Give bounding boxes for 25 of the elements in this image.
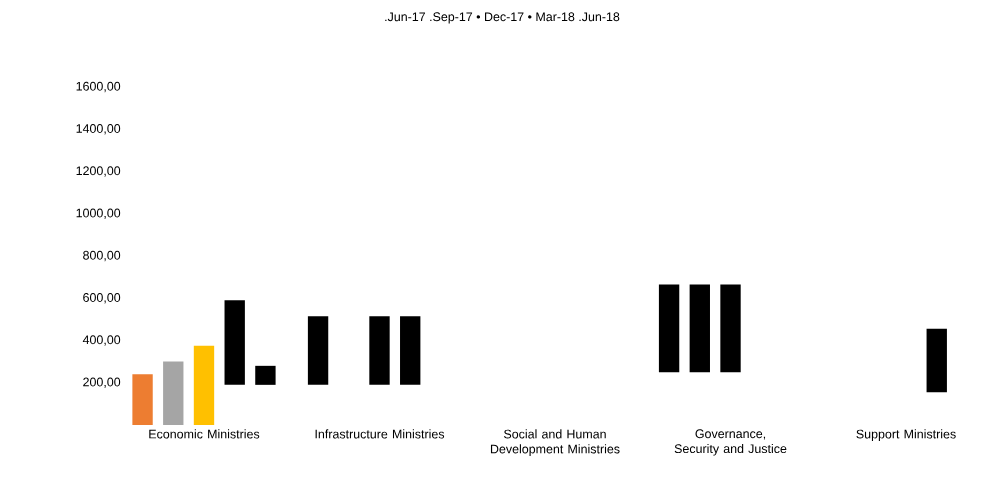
bar [163, 361, 184, 425]
chart-title: .Jun-17 .Sep-17 • Dec-17 • Mar-18 .Jun-18 [385, 12, 620, 24]
y-tick-label: 200,00 [83, 377, 121, 388]
y-tick-label: 600,00 [83, 293, 121, 304]
x-tick-label: Infrastructure Ministries [315, 429, 445, 439]
bar [658, 284, 680, 373]
y-tick-label: 1400,00 [76, 124, 121, 135]
bar [720, 284, 741, 373]
x-tick-label: Support Ministries [856, 429, 956, 441]
bar [307, 316, 329, 385]
bar [400, 316, 421, 385]
x-tick-label: Social and Human Development Ministries [490, 429, 620, 456]
y-tick-label: 1600,00 [76, 81, 121, 93]
y-tick-label: 400,00 [82, 335, 121, 346]
bar [369, 316, 390, 385]
y-tick-label: 800,00 [83, 250, 121, 262]
y-tick-label: 1000,00 [76, 208, 121, 219]
x-tick-label: Governance, Security and Justice [674, 429, 787, 456]
bar [132, 374, 153, 425]
bar [926, 328, 947, 393]
x-tick-label: Economic Ministries [149, 429, 260, 439]
y-tick-label: 1200,00 [76, 166, 121, 177]
bar [255, 365, 276, 385]
bar [224, 300, 245, 385]
bar [193, 345, 215, 425]
